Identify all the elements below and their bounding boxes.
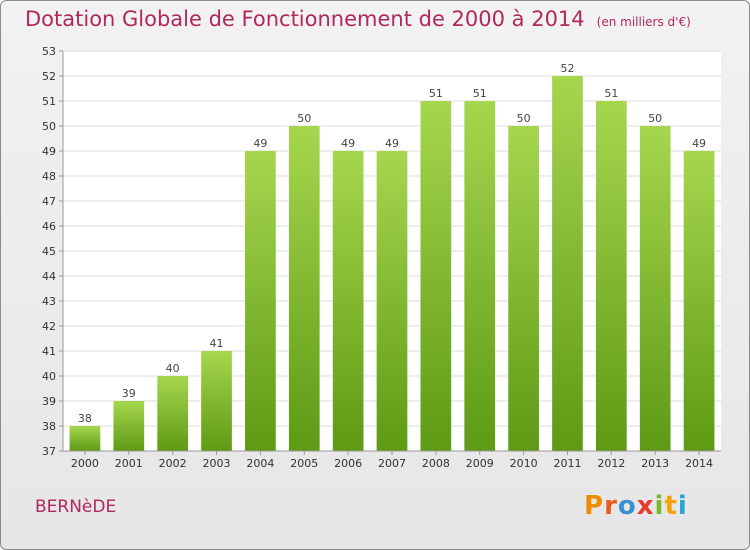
bar-2008 xyxy=(420,101,452,451)
x-tick-label-2010: 2010 xyxy=(510,457,538,470)
value-label-2000: 38 xyxy=(78,412,92,425)
y-tick-label: 45 xyxy=(42,245,56,258)
bar-2012 xyxy=(595,101,627,451)
y-tick-label: 44 xyxy=(42,270,56,283)
chart-title: Dotation Globale de Fonctionnement de 20… xyxy=(25,7,691,31)
value-label-2013: 50 xyxy=(648,112,662,125)
value-label-2014: 49 xyxy=(692,137,706,150)
bar-2010 xyxy=(508,126,539,451)
chart-subtitle: (en milliers d'€) xyxy=(596,15,691,29)
x-tick-label-2005: 2005 xyxy=(290,457,318,470)
commune-name: BERNèDE xyxy=(35,497,117,517)
value-label-2008: 51 xyxy=(429,87,443,100)
x-tick-label-2013: 2013 xyxy=(641,457,669,470)
value-labels-group: 38 39 40 41 49 50 49 49 51 51 50 52 51 50 49 xyxy=(78,62,706,425)
x-tick-label-2007: 2007 xyxy=(378,457,406,470)
x-tick-label-2008: 2008 xyxy=(422,457,450,470)
y-tick-label: 43 xyxy=(42,295,56,308)
bar-2006 xyxy=(332,151,364,451)
brand-letter: o xyxy=(617,491,637,521)
y-tick-label: 50 xyxy=(42,120,56,133)
y-tick-label: 51 xyxy=(42,95,56,108)
brand-letter: i xyxy=(654,491,665,521)
y-tick-label: 38 xyxy=(42,420,56,433)
brand-letter: x xyxy=(636,491,655,521)
y-tick-label: 39 xyxy=(42,395,56,408)
x-tick-label-2002: 2002 xyxy=(159,457,187,470)
y-tick-label: 37 xyxy=(42,445,56,458)
bar-2000 xyxy=(69,426,101,451)
bar-2014 xyxy=(683,151,715,451)
x-axis-ticks: 2000 2001 2002 2003 2004 2005 2006 2007 2008 2009… xyxy=(71,451,713,470)
x-tick-label-2006: 2006 xyxy=(334,457,362,470)
value-label-2004: 49 xyxy=(253,137,267,150)
bar-2003 xyxy=(201,351,232,451)
bar-2005 xyxy=(288,126,320,451)
bar-2001 xyxy=(113,401,145,451)
y-tick-label: 41 xyxy=(42,345,56,358)
value-label-2009: 51 xyxy=(473,87,487,100)
y-tick-label: 46 xyxy=(42,220,56,233)
y-tick-label: 53 xyxy=(42,45,56,58)
y-axis-ticks: 37 38 39 40 41 42 43 44 45 46 47 48 49 50 51 52 53 xyxy=(42,45,63,458)
value-label-2006: 49 xyxy=(341,137,355,150)
chart-title-text: Dotation Globale de Fonctionnement de 20… xyxy=(25,7,585,31)
bar-2013 xyxy=(639,126,671,451)
value-label-2003: 41 xyxy=(210,337,224,350)
x-tick-label-2014: 2014 xyxy=(685,457,713,470)
value-label-2012: 51 xyxy=(604,87,618,100)
brand-letter: t xyxy=(664,491,678,521)
y-tick-label: 42 xyxy=(42,320,56,333)
bar-2007 xyxy=(376,151,408,451)
y-tick-label: 52 xyxy=(42,70,56,83)
bar-2009 xyxy=(464,101,496,451)
bar-2002 xyxy=(157,376,189,451)
value-label-2005: 50 xyxy=(297,112,311,125)
x-tick-label-2011: 2011 xyxy=(553,457,581,470)
y-tick-label: 40 xyxy=(42,370,56,383)
y-tick-label: 49 xyxy=(42,145,56,158)
x-tick-label-2003: 2003 xyxy=(203,457,231,470)
x-tick-label-2012: 2012 xyxy=(597,457,625,470)
y-tick-label: 48 xyxy=(42,170,56,183)
value-label-2011: 52 xyxy=(560,62,574,75)
value-label-2002: 40 xyxy=(166,362,180,375)
x-tick-label-2009: 2009 xyxy=(466,457,494,470)
brand-letter: i xyxy=(677,491,688,521)
brand-letter: P xyxy=(584,491,605,521)
x-tick-label-2004: 2004 xyxy=(246,457,274,470)
value-label-2007: 49 xyxy=(385,137,399,150)
y-tick-label: 47 xyxy=(42,195,56,208)
bars-group xyxy=(69,76,715,451)
x-tick-label-2000: 2000 xyxy=(71,457,99,470)
value-label-2010: 50 xyxy=(517,112,531,125)
x-tick-label-2001: 2001 xyxy=(115,457,143,470)
proxiti-logo[interactable]: Proxiti xyxy=(584,491,688,521)
brand-letter: r xyxy=(604,491,618,521)
value-label-2001: 39 xyxy=(122,387,136,400)
bar-2004 xyxy=(245,151,276,451)
bar-2011 xyxy=(552,76,583,451)
